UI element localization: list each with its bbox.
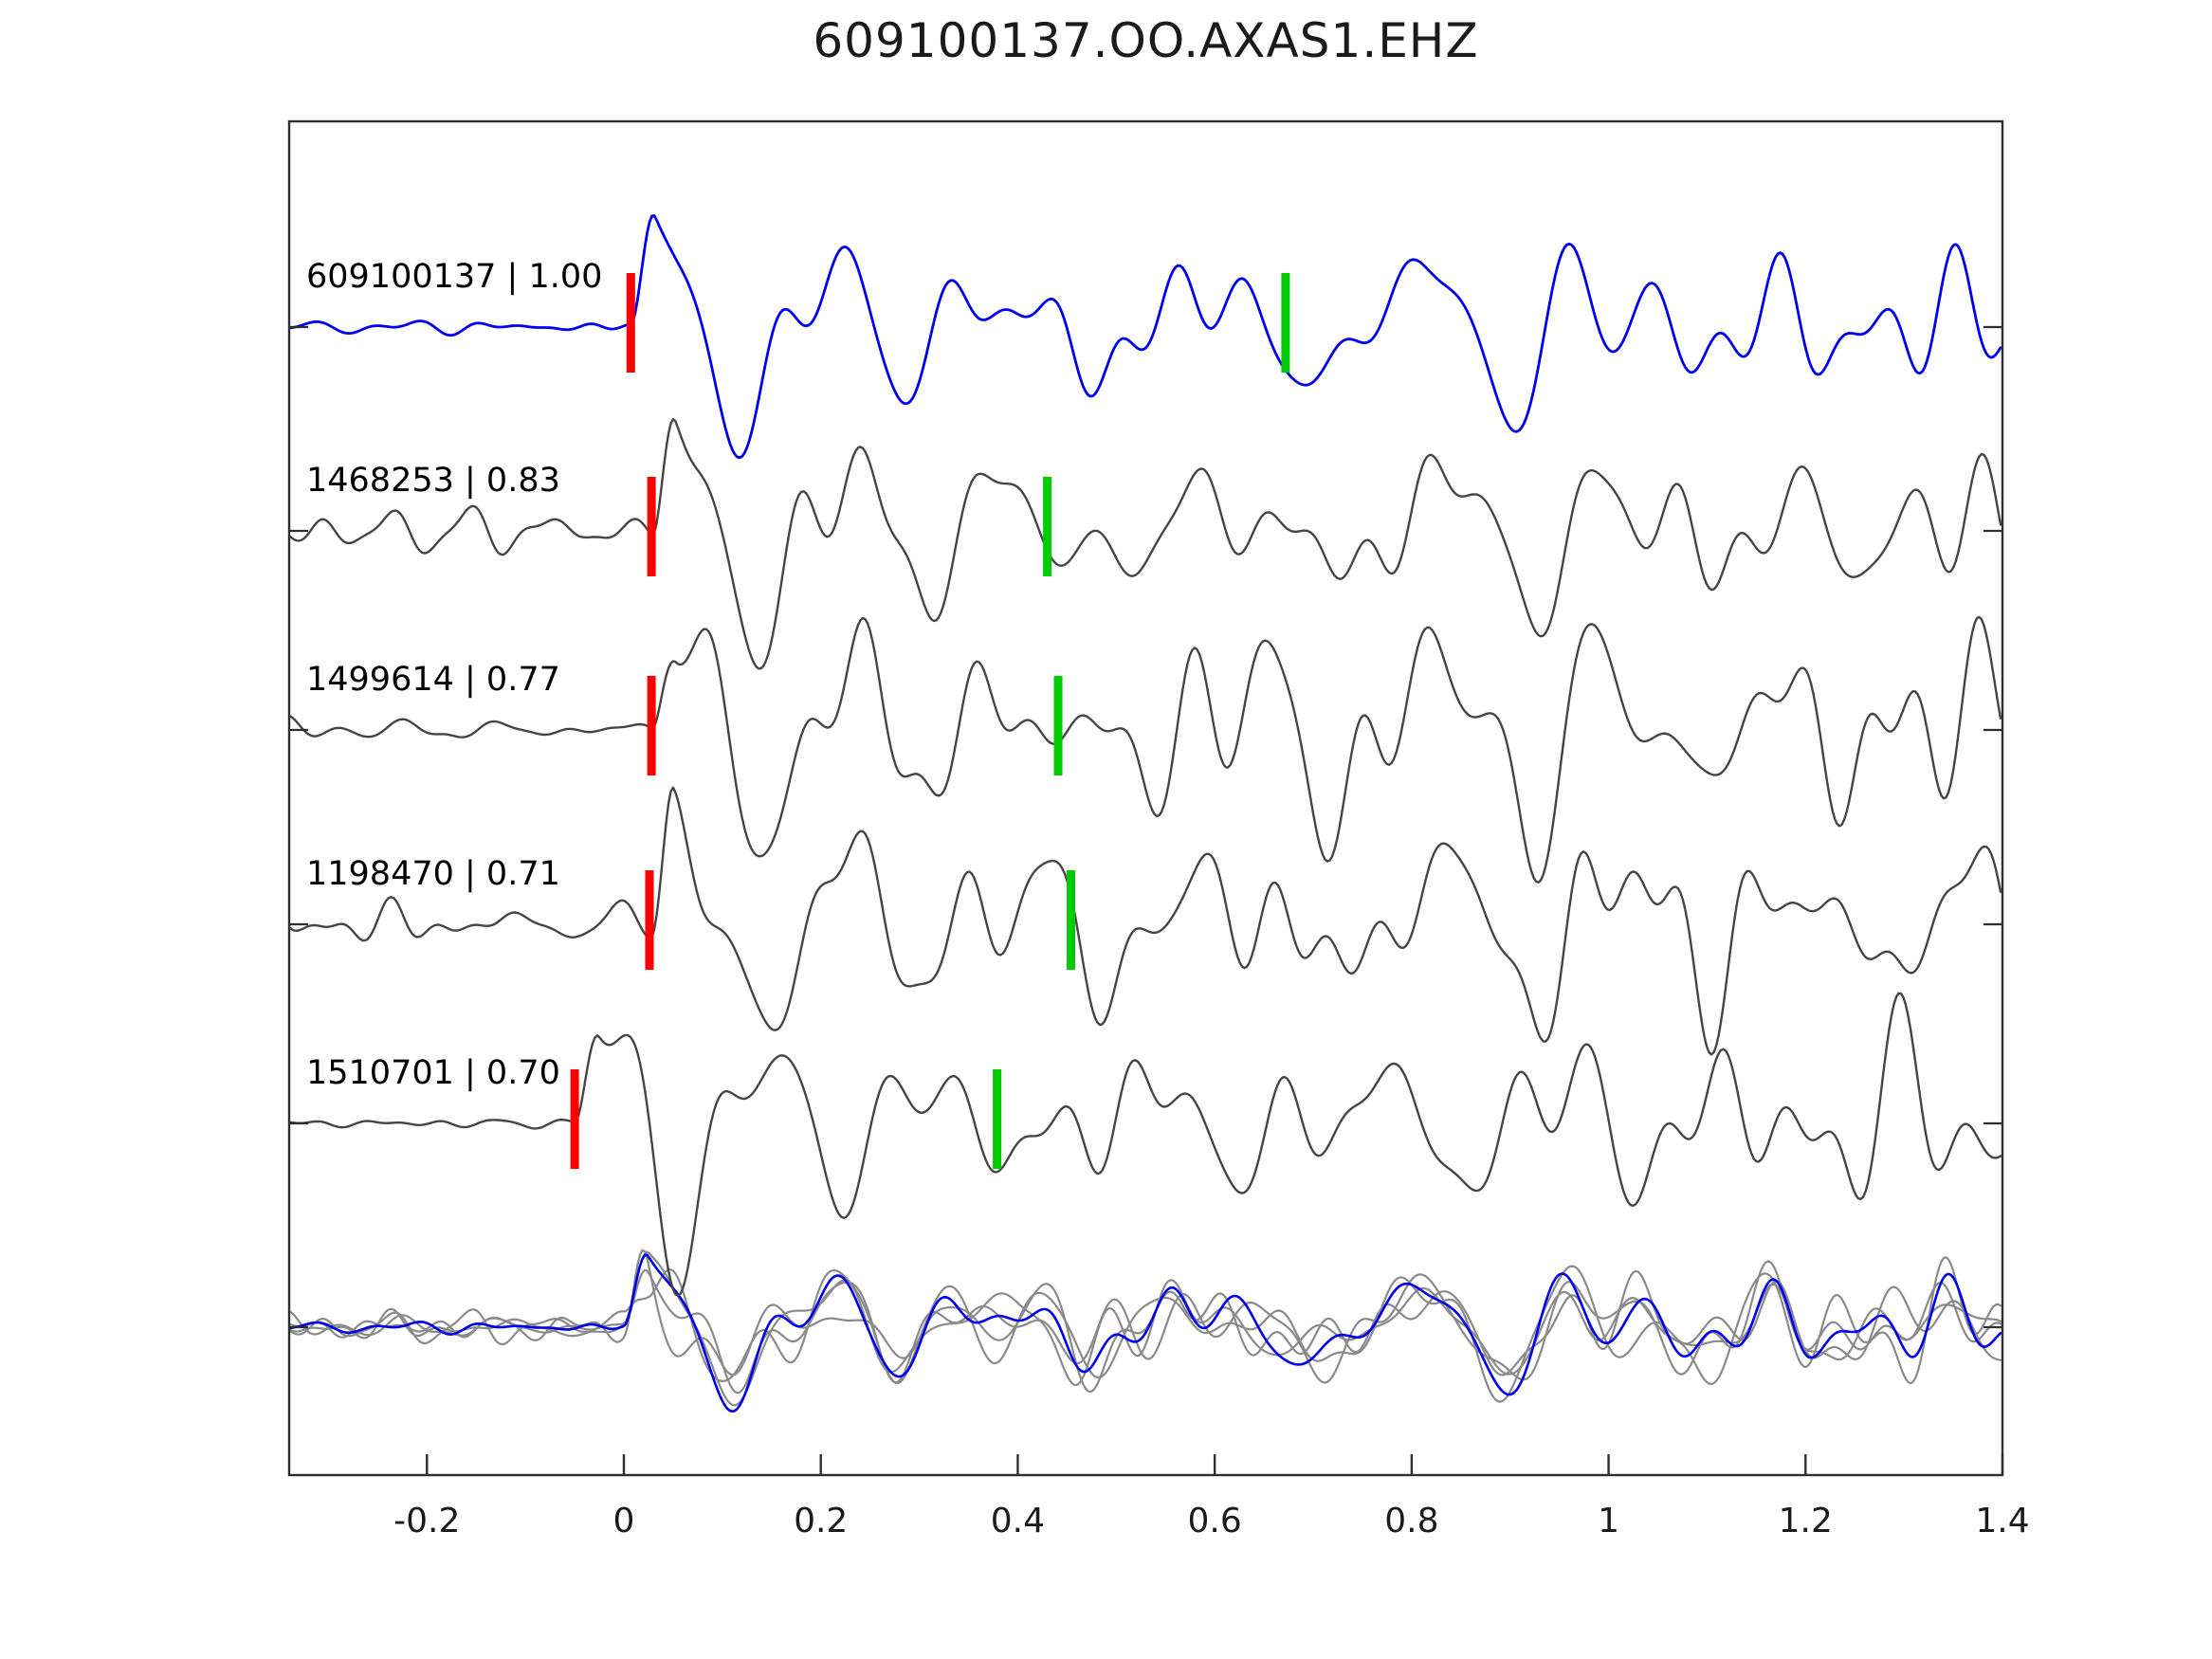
overlay-trace-target: [289, 1253, 2002, 1413]
trace-label-1468253: 1468253 | 0.83: [306, 462, 560, 500]
assoc-marker-1499614: [1053, 676, 1063, 775]
trace-1198470: [289, 786, 2002, 1056]
trace-1510701: [289, 992, 2002, 1298]
trace-609100137: [289, 213, 2002, 460]
trace-1499614: [289, 615, 2002, 884]
plot-title: 609100137.OO.AXAS1.EHZ: [813, 13, 1479, 68]
assoc-marker-1198470: [1067, 870, 1075, 970]
x-tick-label: 0: [613, 1502, 635, 1540]
trace-label-609100137: 609100137 | 1.00: [306, 258, 603, 296]
trace-label-1510701: 1510701 | 0.70: [306, 1054, 560, 1092]
x-tick-label: 1.4: [1975, 1502, 2029, 1540]
overlay-trace-1499614: [289, 1260, 2002, 1395]
x-tick-label: -0.2: [393, 1502, 460, 1540]
x-tick-label: 1.2: [1779, 1502, 1833, 1540]
x-tick-label: 0.8: [1384, 1502, 1438, 1540]
assoc-marker-1468253: [1043, 477, 1052, 576]
pick-marker-1499614: [647, 676, 656, 775]
pick-marker-1198470: [645, 870, 654, 970]
pick-marker-609100137: [626, 273, 635, 373]
x-tick-label: 0.6: [1188, 1502, 1242, 1540]
x-tick-label: 0.4: [991, 1502, 1045, 1540]
trace-label-1198470: 1198470 | 0.71: [306, 855, 560, 893]
x-tick-label: 0.2: [794, 1502, 848, 1540]
pick-marker-1468253: [647, 477, 656, 576]
overlay-trace-1510701: [289, 1249, 2002, 1403]
pick-marker-1510701: [570, 1069, 579, 1169]
assoc-marker-609100137: [1281, 273, 1290, 373]
overlay-trace-1198470: [289, 1256, 2002, 1394]
axes-box: [287, 119, 2004, 1477]
assoc-marker-1510701: [993, 1069, 1002, 1169]
trace-label-1499614: 1499614 | 0.77: [306, 661, 560, 699]
x-tick-label: 1: [1598, 1502, 1619, 1540]
trace-1468253: [289, 418, 2002, 670]
